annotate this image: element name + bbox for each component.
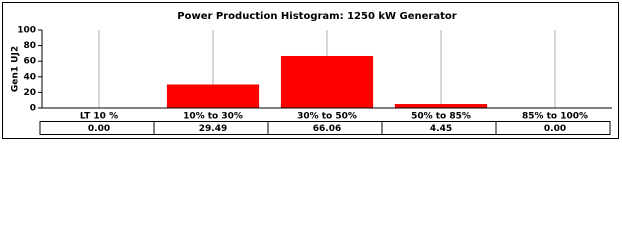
x-tick-label: 10% to 30% — [183, 112, 243, 122]
value-label: 29.49 — [199, 124, 227, 134]
chart: Power Production Histogram: 1250 kW Gene… — [2, 2, 619, 139]
x-tick-label: 30% to 50% — [297, 112, 357, 122]
y-tick-label: 0 — [30, 104, 36, 114]
bar — [166, 84, 260, 109]
value-label: 0.00 — [544, 124, 566, 134]
y-tick-label: 80 — [23, 41, 36, 51]
y-tick-label: 100 — [17, 26, 36, 36]
value-label: 0.00 — [88, 124, 110, 134]
bar — [394, 104, 488, 109]
y-axis-label: Gen1 UJ2 — [11, 46, 21, 92]
x-tick-label: LT 10 % — [80, 112, 118, 122]
x-tick-label: 50% to 85% — [411, 112, 471, 122]
y-tick-label: 60 — [23, 57, 36, 67]
x-tick-label: 85% to 100% — [522, 112, 588, 122]
y-tick-label: 40 — [23, 72, 36, 82]
value-label: 4.45 — [430, 124, 452, 134]
value-label: 66.06 — [313, 124, 341, 134]
y-tick-label: 20 — [23, 88, 36, 98]
chart-title: Power Production Histogram: 1250 kW Gene… — [177, 11, 456, 22]
table-cell — [495, 121, 611, 135]
bar — [280, 55, 374, 109]
